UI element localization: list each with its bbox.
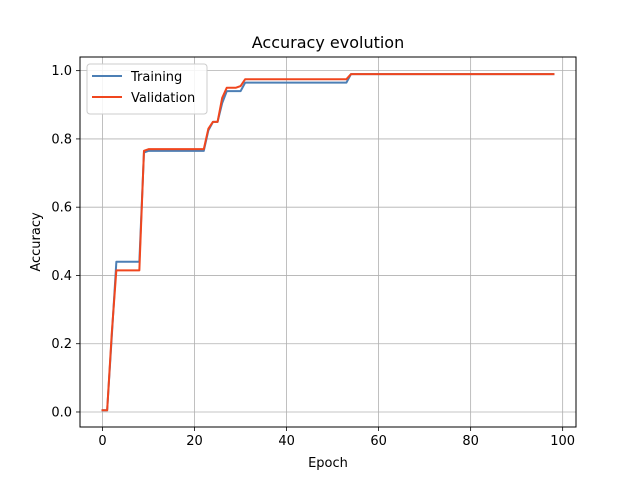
legend-label-training: Training — [130, 70, 182, 85]
plot-frame — [79, 56, 577, 428]
x-tick-label: 40 — [278, 434, 295, 449]
x-axis-label: Epoch — [308, 456, 348, 471]
y-tick-label: 0.4 — [51, 269, 72, 284]
series-layer — [101, 73, 555, 412]
legend-label-validation: Validation — [131, 91, 195, 106]
x-tick-label: 20 — [186, 434, 203, 449]
x-tick-label: 80 — [462, 434, 479, 449]
y-tick-label: 0.0 — [51, 405, 72, 420]
y-tick-label: 0.8 — [51, 132, 72, 147]
y-axis-label: Accuracy — [29, 212, 44, 272]
x-tick-label: 100 — [550, 434, 575, 449]
y-tick-label: 1.0 — [51, 64, 72, 79]
chart-title: Accuracy evolution — [252, 33, 404, 52]
x-tick-label: 0 — [98, 434, 106, 449]
y-tick-label: 0.2 — [51, 337, 72, 352]
grid-layer — [80, 57, 576, 427]
y-tick-label: 0.6 — [51, 201, 72, 216]
tick-layer: 0 20 40 60 80 100 0.0 0.2 0.4 0.6 0.8 1.0 — [51, 64, 575, 449]
series-line-validation — [101, 73, 555, 412]
legend: Training Validation — [86, 63, 208, 115]
x-tick-label: 60 — [370, 434, 387, 449]
